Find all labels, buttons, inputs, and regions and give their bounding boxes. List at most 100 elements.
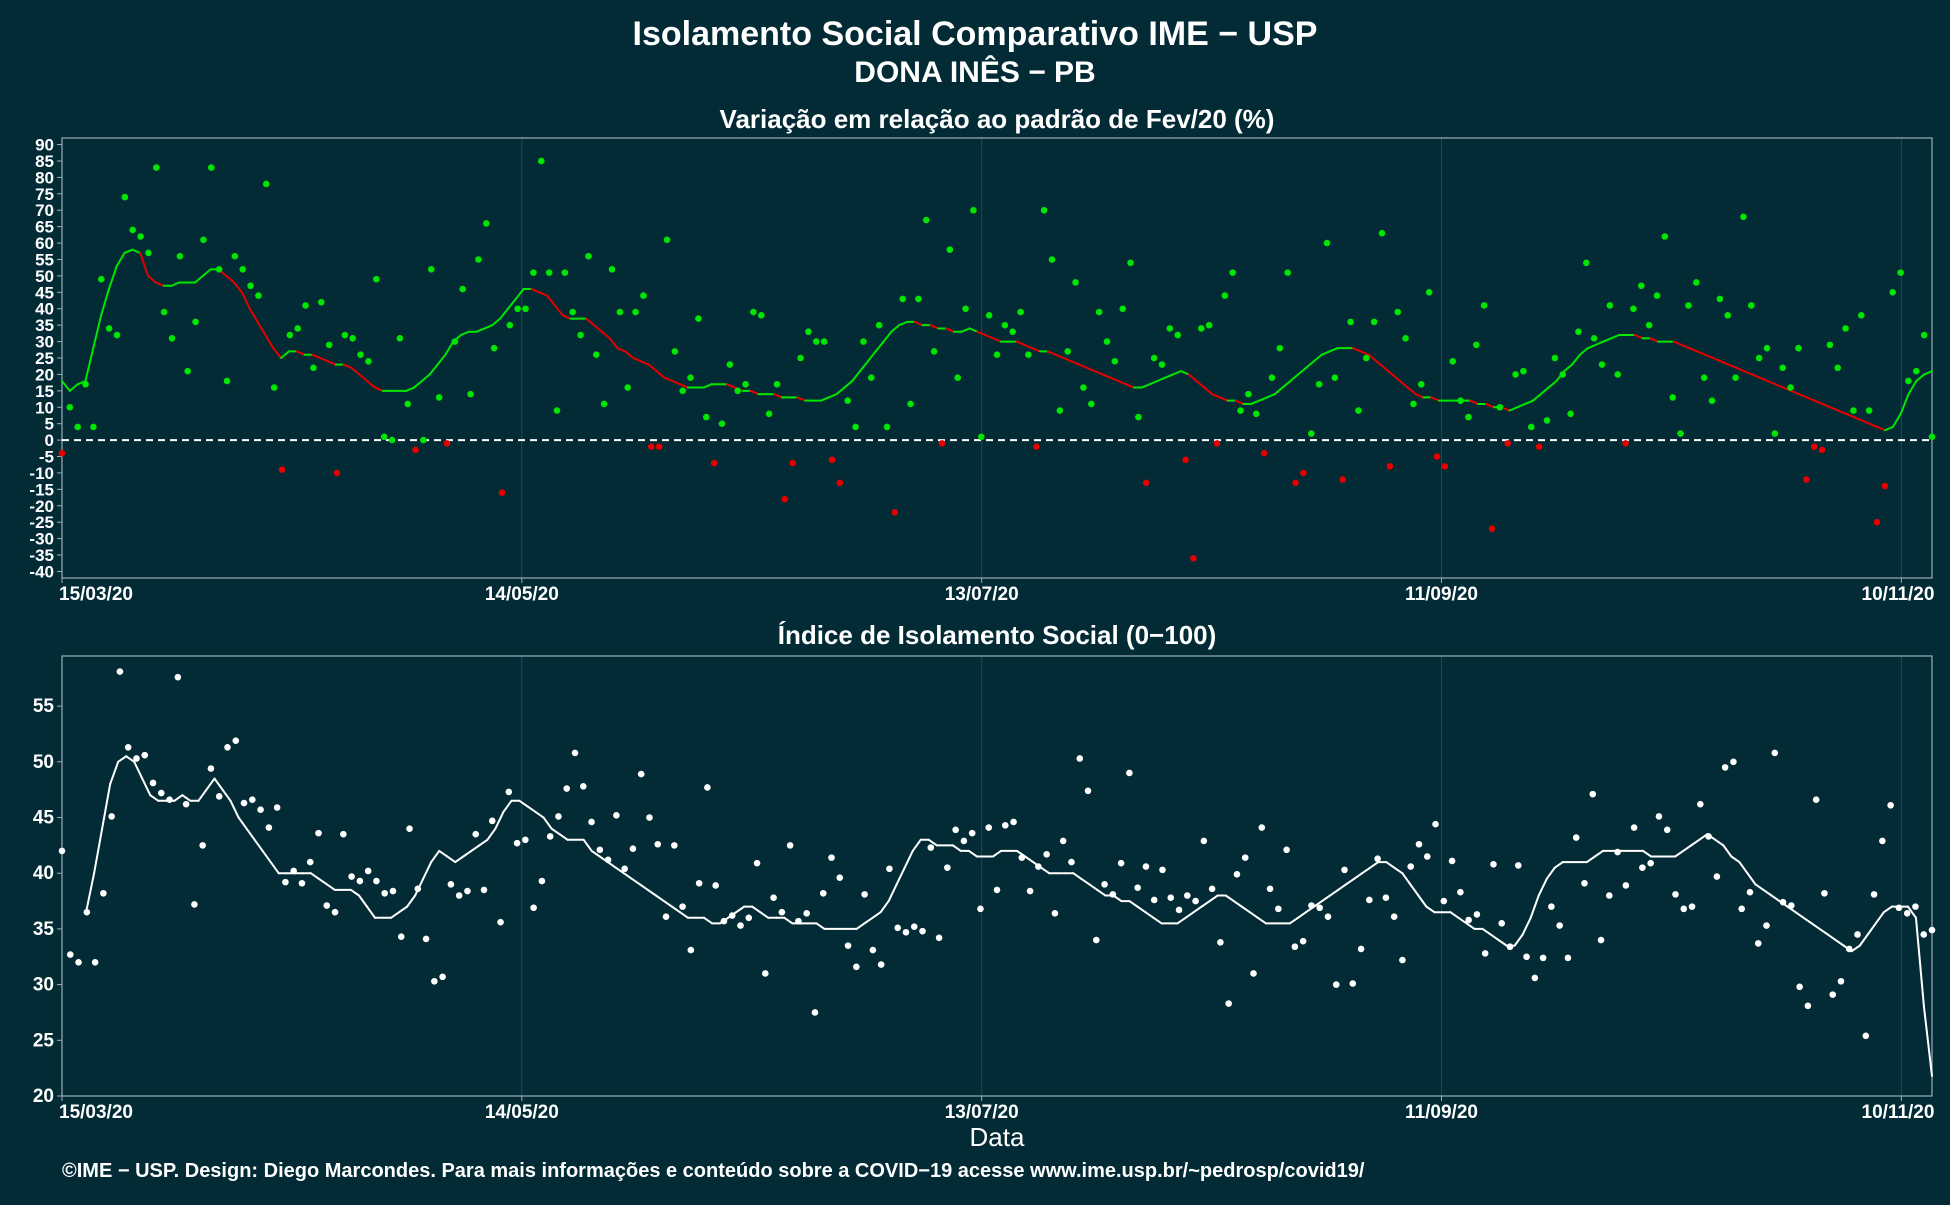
data-point	[497, 918, 504, 926]
data-point	[795, 917, 802, 925]
data-point	[985, 312, 993, 319]
moving-average-segment	[1258, 396, 1268, 402]
data-point	[1260, 449, 1268, 457]
moving-average-segment	[1891, 412, 1902, 428]
moving-average-segment	[1735, 366, 1746, 373]
data-point	[1873, 518, 1881, 526]
moving-average-segment	[483, 324, 494, 330]
data-point	[325, 341, 333, 349]
moving-average-segment	[1140, 383, 1151, 389]
data-point	[1472, 341, 1480, 349]
data-point	[844, 397, 852, 404]
data-point	[1291, 943, 1299, 951]
moving-average-segment	[1200, 900, 1211, 908]
y-tick-label: -5	[39, 448, 54, 467]
data-point	[249, 796, 256, 803]
moving-average-segment	[147, 274, 157, 284]
data-point	[604, 856, 612, 864]
data-point	[1072, 279, 1079, 286]
moving-average-segment	[608, 337, 619, 350]
moving-average-segment	[671, 379, 682, 386]
moving-average-segment	[194, 274, 204, 284]
moving-average-segment	[542, 816, 553, 830]
data-point	[1496, 403, 1504, 411]
data-point	[1639, 864, 1646, 871]
data-point	[1135, 413, 1142, 421]
footer-credit: ©IME − USP. Design: Diego Marcondes. Par…	[62, 1160, 1365, 1182]
data-point	[596, 846, 604, 854]
moving-average-segment	[1328, 347, 1339, 353]
moving-average-segment	[319, 357, 330, 363]
moving-average-segment	[342, 363, 353, 369]
variation-plot-area: 15/03/20 14/05/20 13/07/20 11/09/20 10/11/20…	[29, 136, 1936, 605]
moving-average-segment	[1125, 383, 1135, 389]
data-point	[538, 877, 546, 885]
moving-average-segment	[726, 383, 736, 389]
moving-average-segment	[1826, 933, 1837, 942]
data-point	[883, 423, 891, 431]
moving-average-segment	[1208, 894, 1219, 903]
moving-average-segment	[1688, 347, 1699, 353]
data-point	[1465, 916, 1472, 924]
data-point	[1575, 328, 1582, 336]
moving-average-segment	[1024, 855, 1035, 864]
data-point	[1655, 813, 1663, 820]
data-point	[58, 449, 66, 457]
data-point	[152, 164, 160, 171]
data-point	[1425, 289, 1433, 296]
data-point	[968, 829, 976, 837]
data-point	[1026, 887, 1034, 895]
data-point	[364, 867, 372, 875]
data-point	[1018, 854, 1026, 861]
data-point	[1788, 902, 1795, 909]
moving-average-segment	[735, 905, 746, 914]
moving-average-segment	[1337, 883, 1348, 891]
y-tick-label: 40	[33, 863, 54, 884]
data-point	[712, 882, 719, 889]
moving-average-segment	[1469, 399, 1480, 405]
data-point	[82, 380, 89, 388]
data-point	[1903, 910, 1911, 917]
data-point	[640, 292, 647, 299]
y-tick-label: 70	[35, 201, 54, 220]
moving-average-segment	[133, 760, 144, 780]
data-point	[844, 942, 852, 949]
data-point	[757, 312, 765, 319]
moving-average-segment	[201, 268, 212, 277]
moving-average-segment	[1449, 911, 1460, 919]
y-tick-label: 80	[35, 168, 54, 187]
moving-average-segment	[1393, 866, 1404, 875]
moving-average-segment	[264, 334, 275, 350]
moving-average-segment	[1321, 894, 1332, 903]
moving-average-segment	[1218, 396, 1229, 402]
data-point	[396, 334, 404, 342]
moving-average-segment	[1164, 373, 1175, 379]
data-point	[1229, 269, 1237, 276]
moving-average-segment	[855, 922, 866, 930]
moving-average-segment	[1884, 425, 1894, 432]
moving-average-segment	[499, 307, 509, 320]
moving-average-segment	[638, 883, 649, 891]
moving-average-segment	[125, 755, 136, 763]
data-point	[1895, 904, 1903, 912]
data-point	[860, 338, 867, 345]
data-point	[553, 407, 561, 414]
data-point	[1622, 440, 1629, 447]
data-point	[1920, 931, 1928, 938]
moving-average-segment	[253, 838, 264, 852]
moving-average-segment	[526, 805, 537, 813]
moving-average-segment	[444, 340, 455, 356]
y-tick-label: 55	[35, 250, 54, 269]
moving-average-segment	[1148, 379, 1159, 386]
data-point	[1672, 891, 1679, 898]
data-point	[1912, 367, 1920, 375]
data-point	[451, 338, 459, 345]
data-point	[1857, 312, 1865, 319]
moving-average-segment	[514, 288, 525, 300]
data-point	[1332, 981, 1340, 988]
moving-average-segment	[960, 327, 971, 333]
data-point	[1374, 855, 1381, 863]
moving-average-segment	[1571, 353, 1581, 366]
moving-average-segment	[1682, 844, 1693, 852]
data-point	[1763, 344, 1771, 352]
